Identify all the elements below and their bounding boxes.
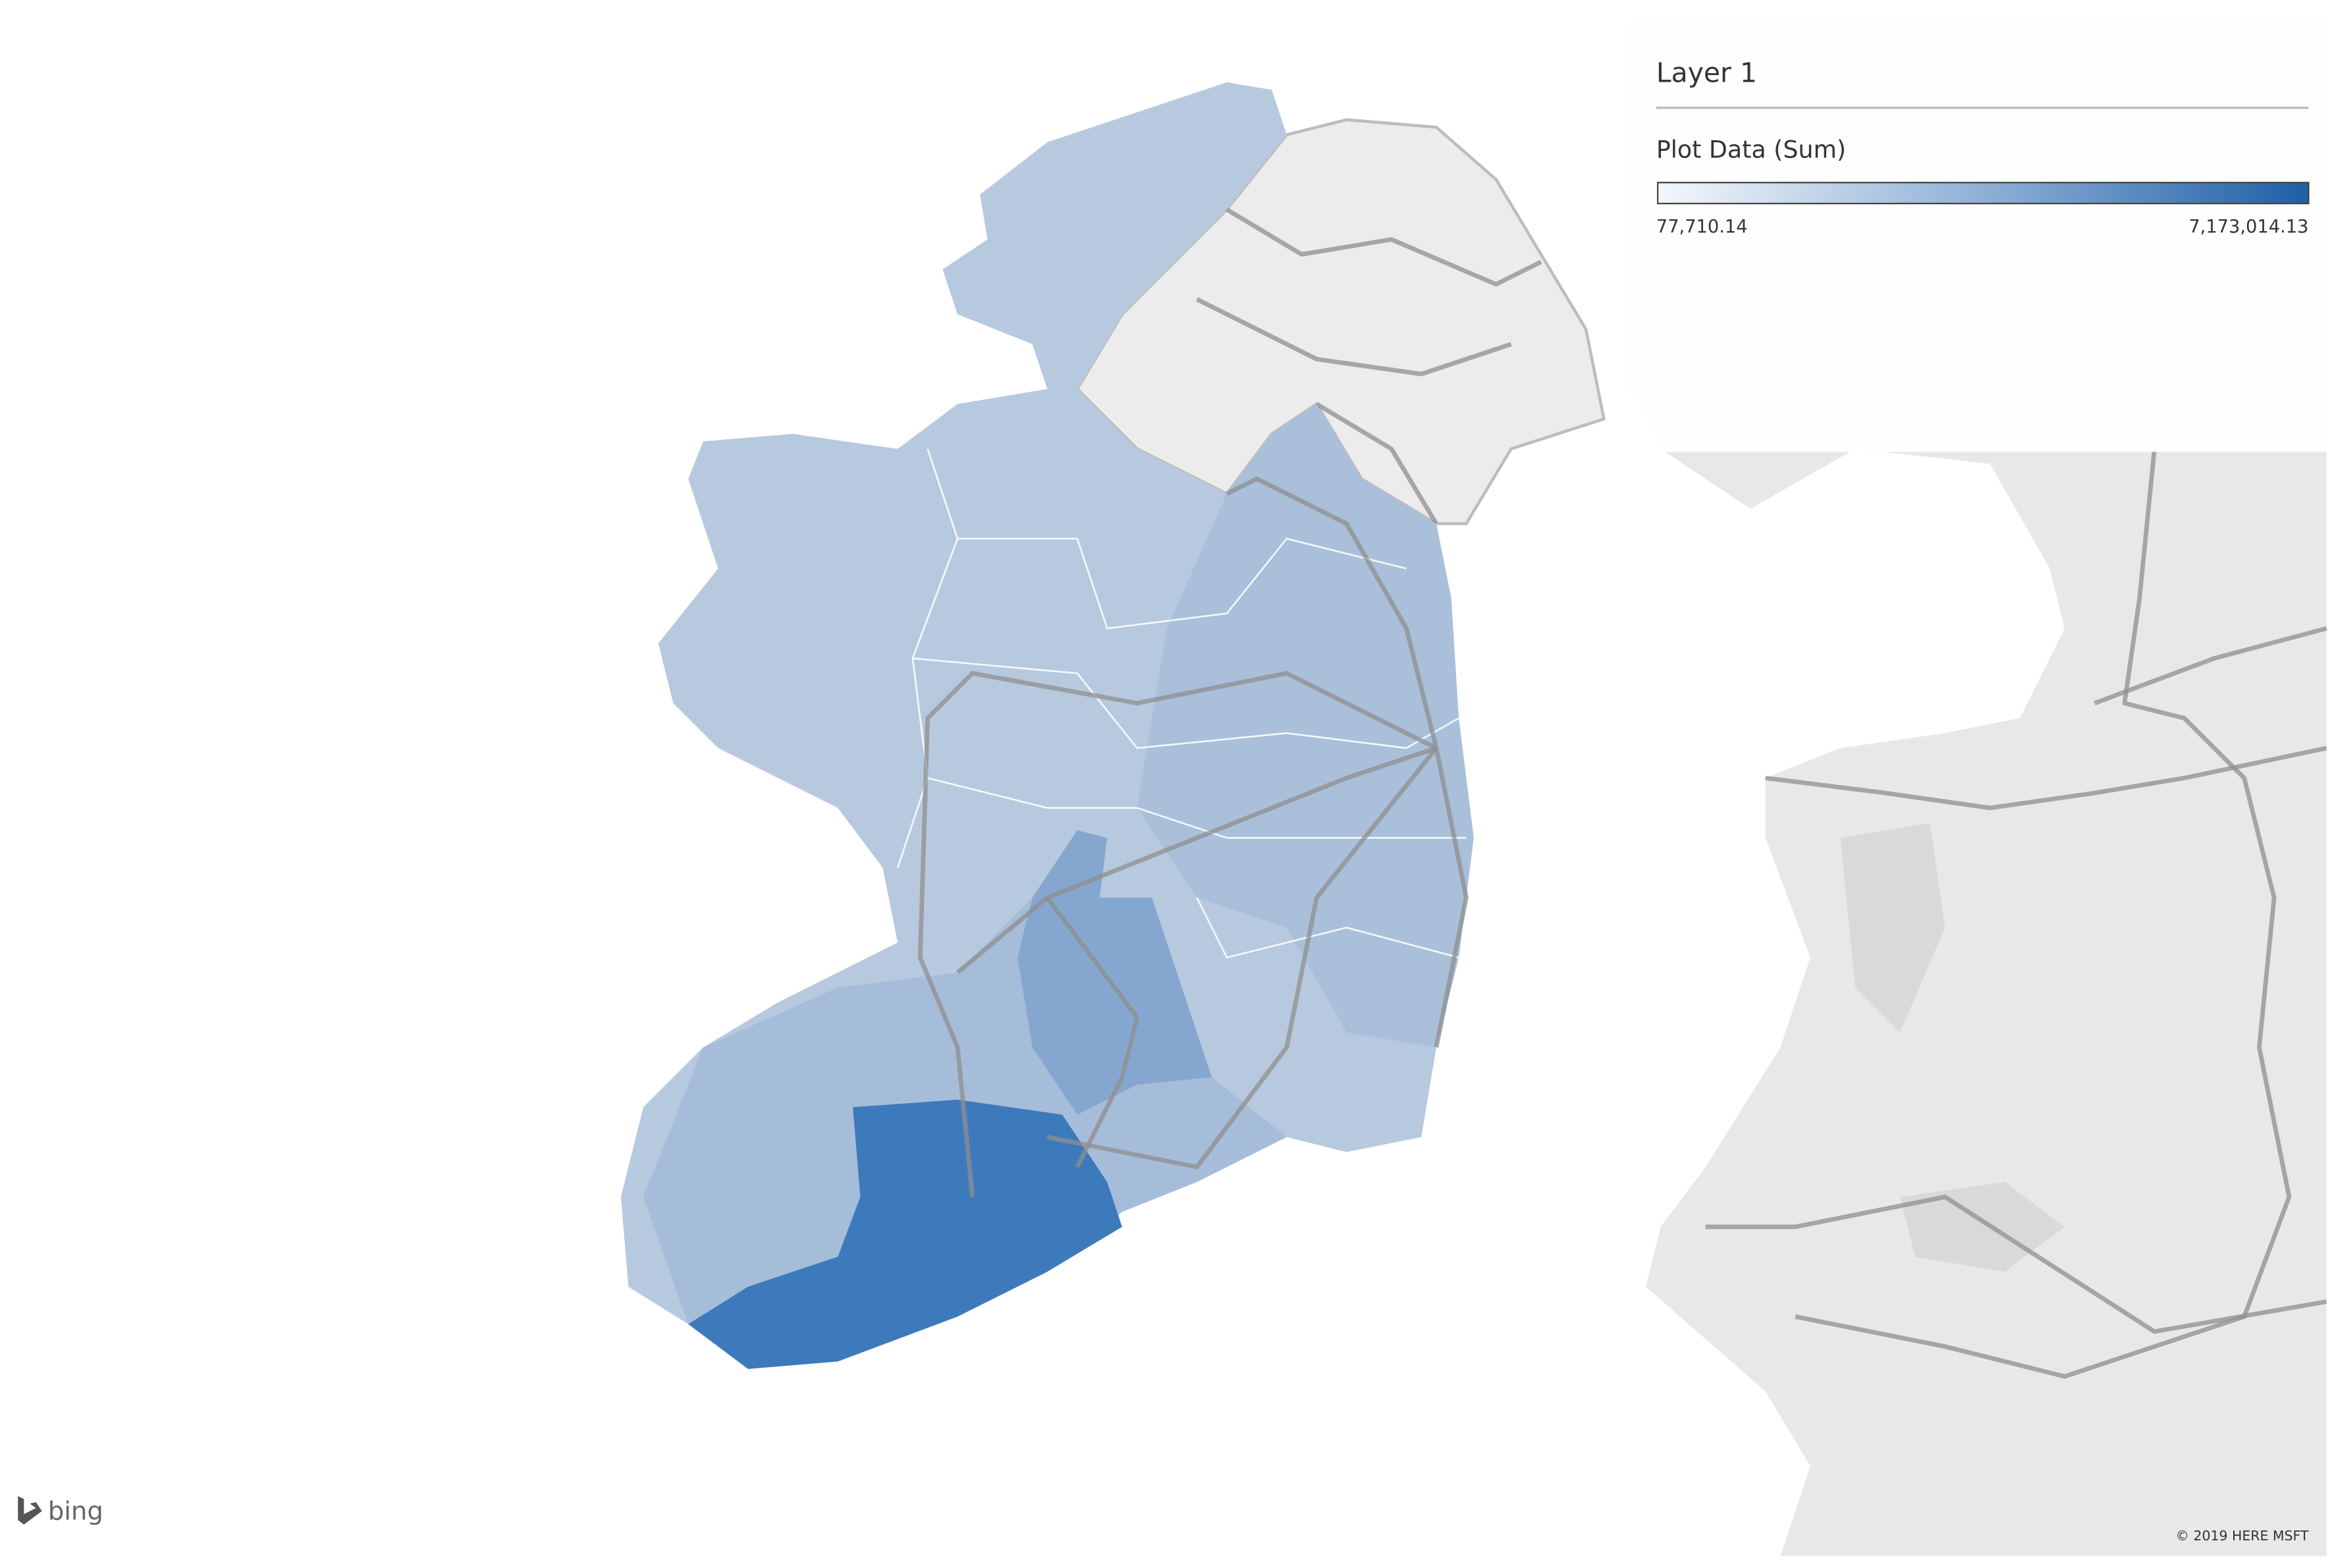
road	[1226, 476, 1439, 749]
road	[1195, 297, 1512, 377]
road	[2094, 626, 2327, 706]
cork-region	[688, 1099, 1122, 1369]
legend-color-scale	[1657, 182, 2310, 205]
road	[1795, 448, 2292, 1379]
copyright: © 2019 HERE MSFT	[2176, 1528, 2309, 1544]
county-border	[912, 657, 1459, 749]
county-border	[1196, 897, 1459, 959]
bing-icon	[18, 1496, 42, 1525]
road	[1045, 896, 1139, 1168]
road	[1226, 207, 1542, 287]
road	[1315, 402, 1438, 525]
road	[1765, 745, 2327, 811]
legend-min-label: 77,710.14	[1656, 217, 1748, 237]
road	[956, 745, 1438, 975]
legend-title: Layer 1	[1656, 57, 1757, 89]
legend-max-label: 7,173,014.13	[2188, 217, 2308, 237]
legend-field: Plot Data (Sum)	[1656, 136, 1846, 164]
bing-logo: bing	[48, 1496, 103, 1526]
legend-panel	[1631, 22, 2327, 452]
road	[1046, 746, 1438, 1170]
road	[917, 670, 1438, 1197]
road	[1434, 747, 1469, 1048]
wales-upland	[1840, 823, 1945, 1033]
road	[1705, 1195, 2327, 1334]
tipperary-region	[1017, 830, 1212, 1115]
county-border	[957, 537, 1407, 630]
